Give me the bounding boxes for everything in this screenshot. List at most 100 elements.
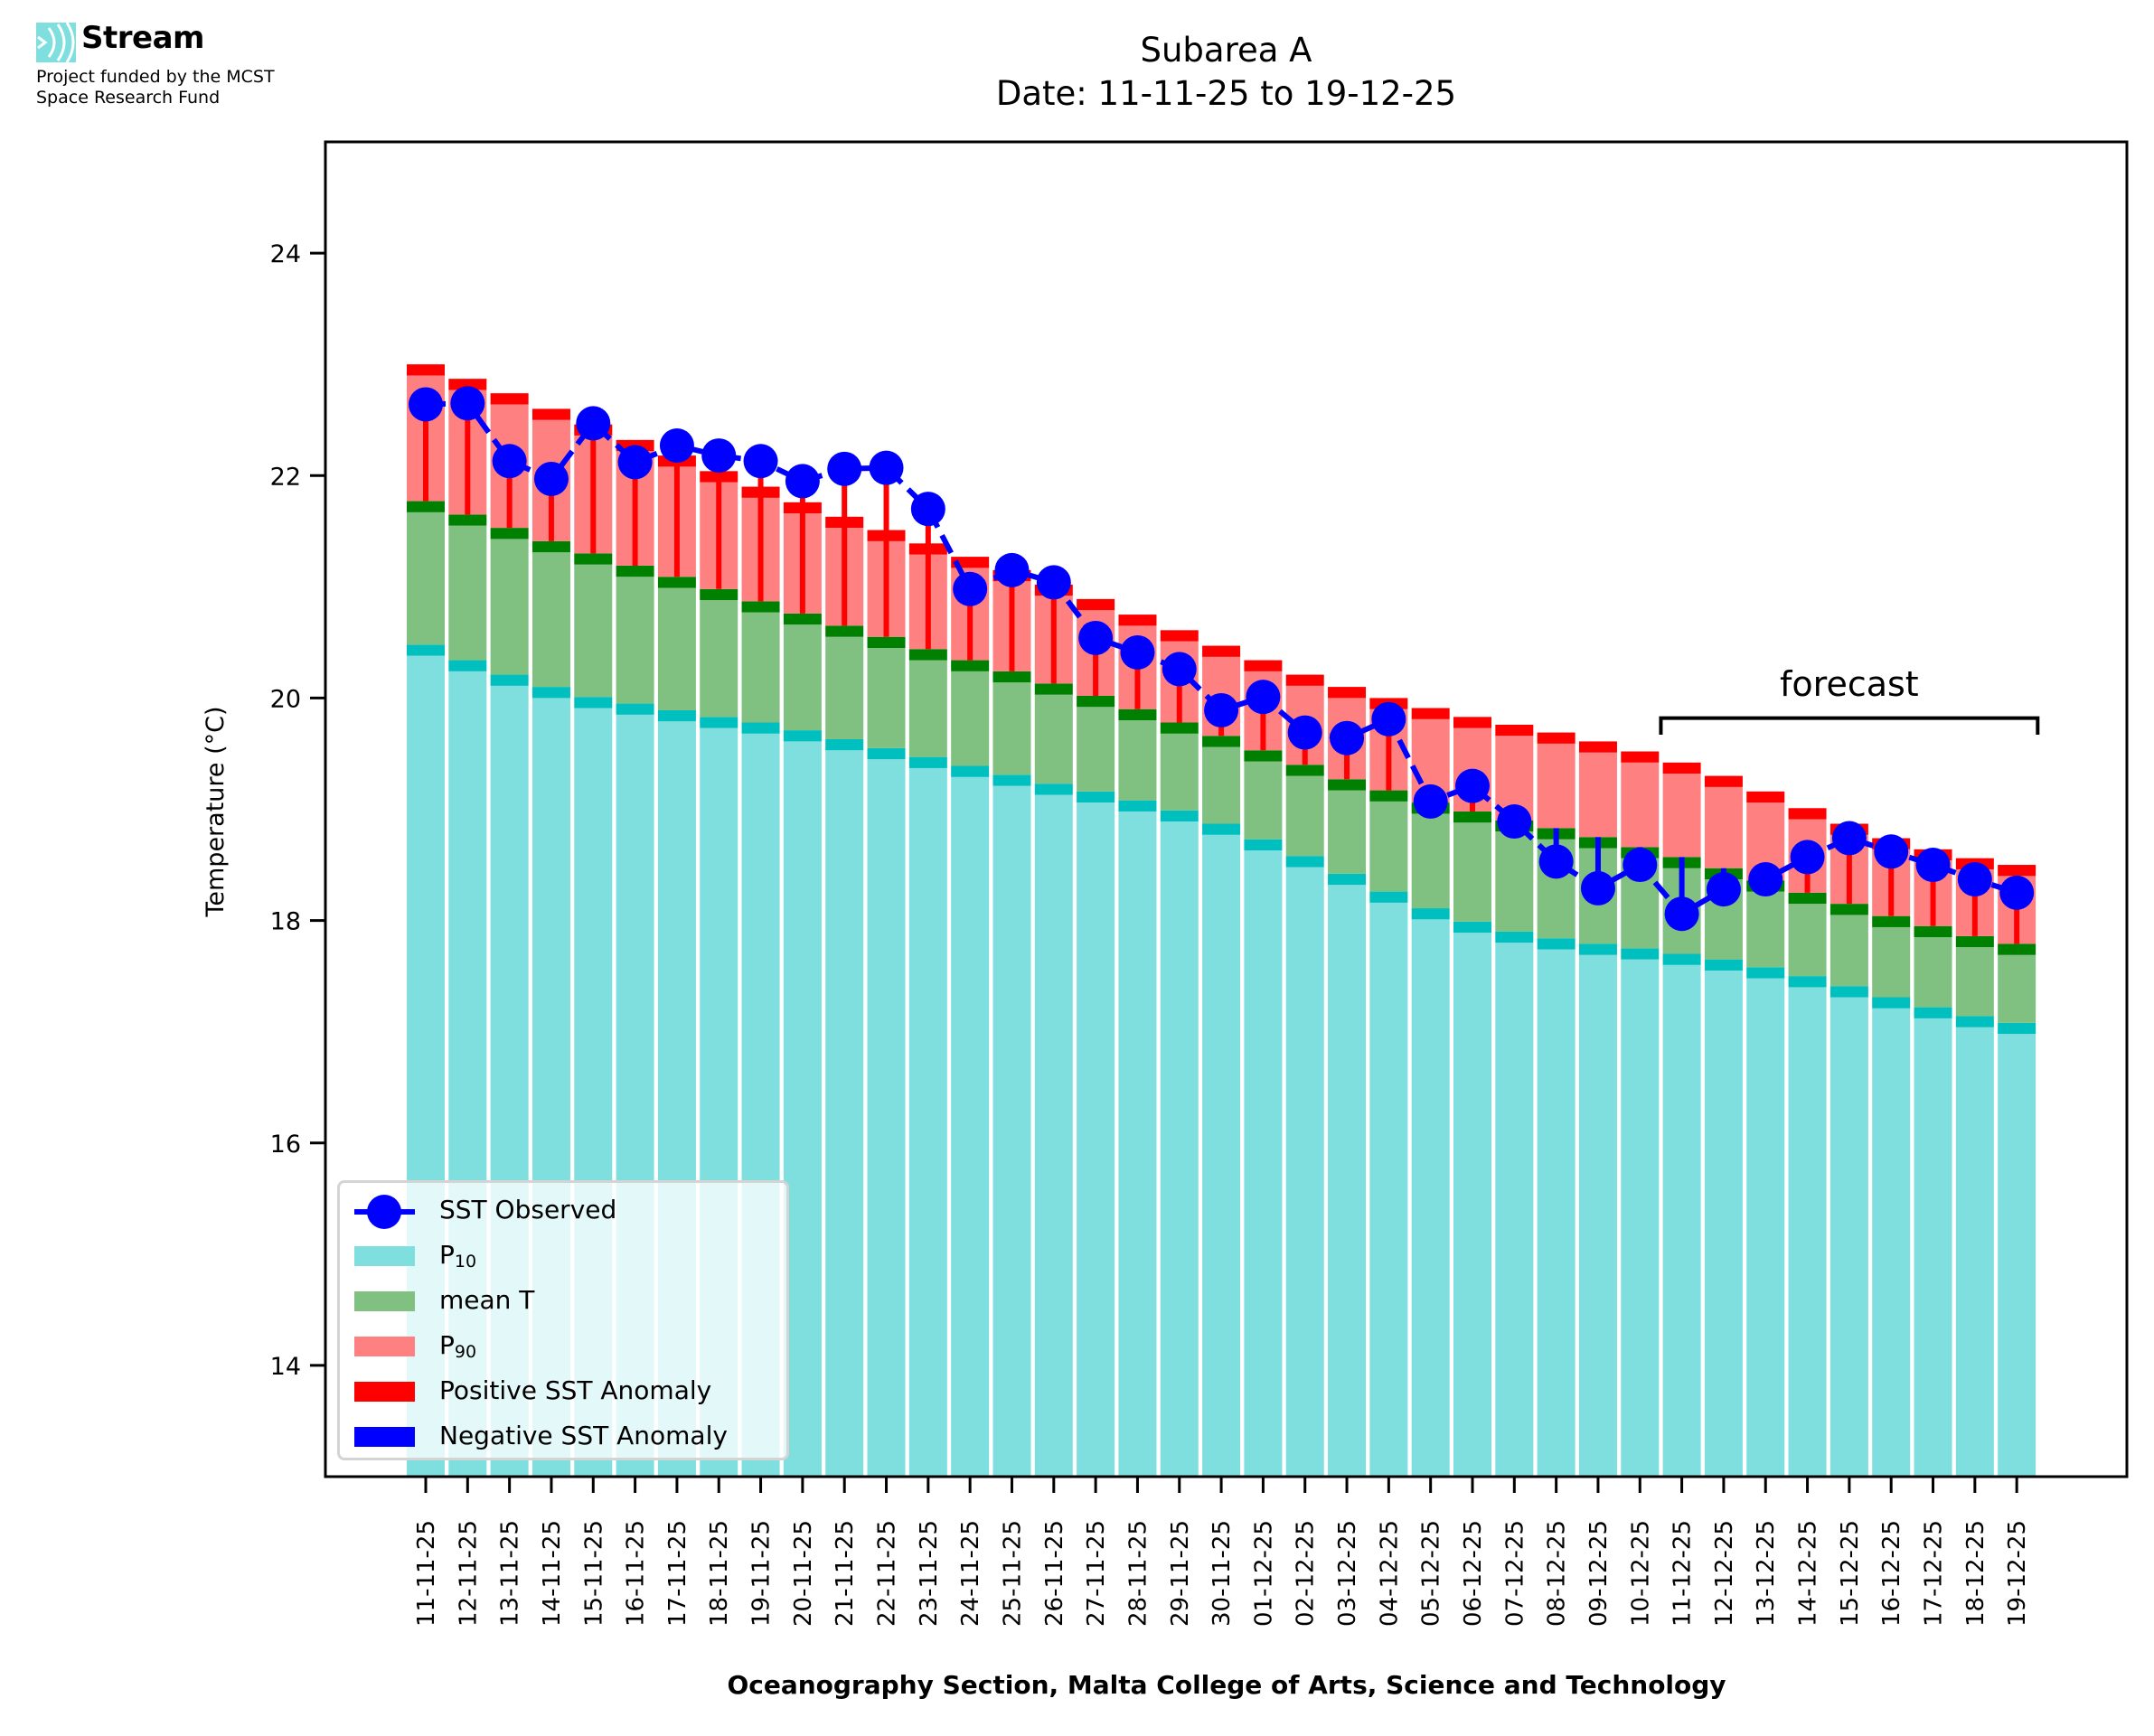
y-axis-label: Temperature (°C) — [202, 706, 230, 917]
p10-cap — [783, 730, 822, 742]
p10-cap — [1955, 1016, 1994, 1028]
p10-cap — [741, 722, 780, 734]
mean-cap — [992, 671, 1031, 683]
legend-label-p10: P10 — [439, 1240, 477, 1272]
mean-bar — [490, 539, 529, 675]
x-tick-label: 29-11-25 — [1167, 1520, 1194, 1627]
p90-cap — [1998, 865, 2036, 877]
p10-bar — [1202, 834, 1241, 1477]
x-tick-label: 22-11-25 — [874, 1520, 901, 1627]
p10-cap — [1704, 959, 1743, 971]
observed-point — [1162, 652, 1197, 687]
p90-swatch — [354, 1337, 415, 1356]
p90-cap — [1746, 791, 1785, 803]
bar-stack-11-12-25 — [1662, 762, 1701, 1477]
p10-cap — [1453, 921, 1491, 934]
legend-label-positive-anomaly: Positive SST Anomaly — [439, 1375, 712, 1405]
mean-cap — [908, 649, 947, 661]
p10-cap — [867, 747, 906, 760]
p90-cap — [1662, 762, 1701, 774]
observed-point — [827, 451, 862, 486]
p10-cap — [1662, 953, 1701, 965]
bar-stack-12-12-25 — [1704, 775, 1743, 1477]
p90-cap — [1244, 660, 1283, 671]
x-tick-label: 11-12-25 — [1670, 1520, 1697, 1627]
mean-cap — [1118, 708, 1157, 721]
y-tick-label: 16 — [270, 1131, 301, 1159]
observed-point — [910, 492, 945, 527]
p10-cap — [1495, 931, 1534, 943]
mean-bar — [700, 600, 738, 718]
p10-bar — [1998, 1034, 2036, 1477]
x-tick-label: 13-11-25 — [497, 1520, 524, 1627]
x-tick-label: 18-12-25 — [1962, 1520, 1989, 1627]
bar-stack-05-12-25 — [1411, 708, 1450, 1477]
p90-bar — [1704, 786, 1743, 868]
mean-bar — [783, 624, 822, 731]
p90-cap — [531, 408, 570, 420]
p10-bar — [1662, 964, 1701, 1477]
bar-stack-09-12-25 — [1578, 741, 1617, 1477]
x-tick-label: 16-12-25 — [1878, 1520, 1905, 1627]
bar-stack-02-12-25 — [1285, 674, 1324, 1477]
x-tick-label: 21-11-25 — [832, 1520, 859, 1627]
bar-stack-03-12-25 — [1328, 687, 1367, 1477]
y-tick-label: 14 — [270, 1353, 301, 1381]
p10-bar — [1578, 954, 1617, 1477]
legend-label-negative-anomaly: Negative SST Anomaly — [439, 1421, 728, 1450]
x-tick-label: 01-12-25 — [1250, 1520, 1277, 1627]
mean-cap — [1369, 790, 1408, 802]
x-tick-label: 17-11-25 — [664, 1520, 691, 1627]
legend-item-positive-anomaly: Positive SST Anomaly — [340, 1371, 786, 1412]
p10-bar — [1788, 987, 1827, 1477]
mean-bar — [1746, 891, 1785, 968]
p10-cap — [908, 756, 947, 768]
p90-cap — [1578, 741, 1617, 753]
bar-stack-08-12-25 — [1537, 732, 1576, 1477]
p90-cap — [1621, 751, 1660, 763]
p10-bar — [1872, 1008, 1911, 1477]
bar-stack-13-12-25 — [1746, 791, 1785, 1477]
y-tick-label: 18 — [270, 908, 301, 936]
p10-cap — [1118, 800, 1157, 812]
p90-bar — [1537, 743, 1576, 829]
p10-bar — [1537, 949, 1576, 1477]
x-tick-label: 14-11-25 — [539, 1520, 566, 1627]
mean-bar — [657, 587, 696, 710]
bar-stack-10-12-25 — [1621, 751, 1660, 1477]
p10-cap — [1369, 891, 1408, 903]
brand-name: Stream — [81, 20, 204, 56]
mean-cap — [741, 601, 780, 613]
observed-point — [409, 387, 443, 422]
x-axis-label: Oceanography Section, Malta College of A… — [727, 1670, 1726, 1700]
observed-point — [1287, 715, 1322, 750]
x-tick-label: 05-12-25 — [1418, 1520, 1445, 1627]
p10-bar — [1118, 811, 1157, 1477]
x-tick-label: 28-11-25 — [1124, 1520, 1152, 1627]
x-tick-label: 26-11-25 — [1041, 1520, 1068, 1627]
mean-cap — [1244, 750, 1283, 762]
bar-stack-26-11-25 — [1034, 584, 1073, 1477]
p10-cap — [1202, 823, 1241, 835]
p10-cap — [700, 717, 738, 728]
mean-cap — [448, 514, 487, 526]
x-tick-label: 12-11-25 — [455, 1520, 482, 1627]
p10-bar — [1495, 943, 1534, 1477]
mean-bar — [1202, 746, 1241, 824]
mean-bar — [908, 660, 947, 757]
mean-cap — [700, 588, 738, 601]
mean-cap — [1160, 722, 1199, 734]
mean-bar — [1118, 720, 1157, 801]
x-tick-label: 04-12-25 — [1376, 1520, 1403, 1627]
observed-point — [1664, 896, 1699, 932]
legend-label-observed: SST Observed — [439, 1195, 617, 1225]
mean-cap — [867, 636, 906, 649]
mean-cap — [407, 501, 445, 512]
observed-point — [1497, 804, 1532, 840]
bar-stack-29-11-25 — [1160, 630, 1199, 1477]
mean-cap — [1328, 779, 1367, 791]
chart-title: Subarea A — [1140, 31, 1312, 70]
p10-cap — [1746, 967, 1785, 979]
observed-point — [1036, 565, 1071, 600]
